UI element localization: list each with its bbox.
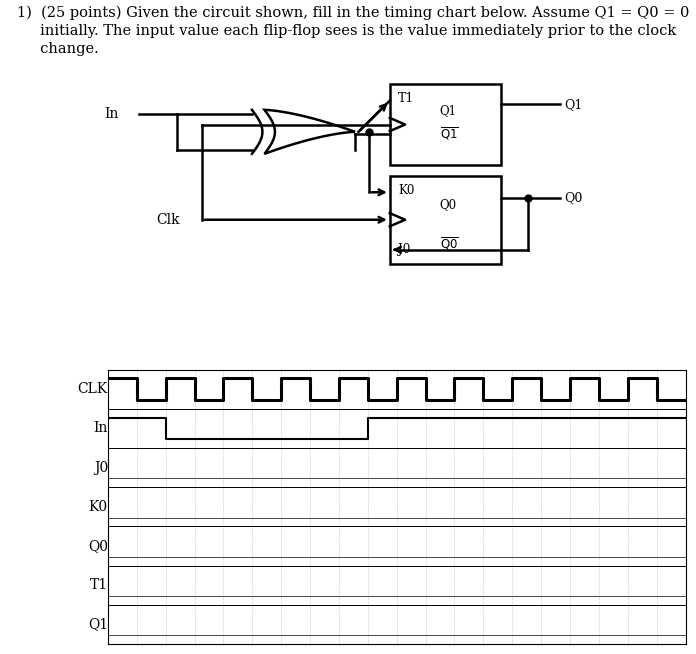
Text: Q0: Q0 xyxy=(440,198,457,211)
Text: 1)  (25 points) Given the circuit shown, fill in the timing chart below. Assume : 1) (25 points) Given the circuit shown, … xyxy=(17,5,690,20)
Text: In: In xyxy=(93,421,108,436)
PathPatch shape xyxy=(264,110,355,154)
Text: Q0: Q0 xyxy=(88,539,108,553)
Text: In: In xyxy=(104,107,119,120)
Text: J0: J0 xyxy=(398,243,411,256)
Text: T1: T1 xyxy=(90,578,108,593)
Bar xyxy=(390,176,501,264)
Text: Q1: Q1 xyxy=(88,617,108,632)
Text: Q0: Q0 xyxy=(564,191,582,204)
Text: Q1: Q1 xyxy=(564,98,582,111)
Text: CLK: CLK xyxy=(78,382,108,396)
Text: Q1: Q1 xyxy=(440,105,457,117)
Text: initially. The input value each flip-flop sees is the value immediately prior to: initially. The input value each flip-flo… xyxy=(17,24,677,38)
Text: $\overline{\mathrm{Q0}}$: $\overline{\mathrm{Q0}}$ xyxy=(440,235,459,252)
Text: Clk: Clk xyxy=(157,213,180,227)
Text: change.: change. xyxy=(17,42,99,56)
Text: K0: K0 xyxy=(89,500,108,514)
Text: $\overline{\mathrm{Q1}}$: $\overline{\mathrm{Q1}}$ xyxy=(440,126,459,142)
Text: T1: T1 xyxy=(398,92,415,105)
Bar xyxy=(390,84,501,165)
Text: J0: J0 xyxy=(94,460,108,475)
Text: K0: K0 xyxy=(398,184,415,197)
